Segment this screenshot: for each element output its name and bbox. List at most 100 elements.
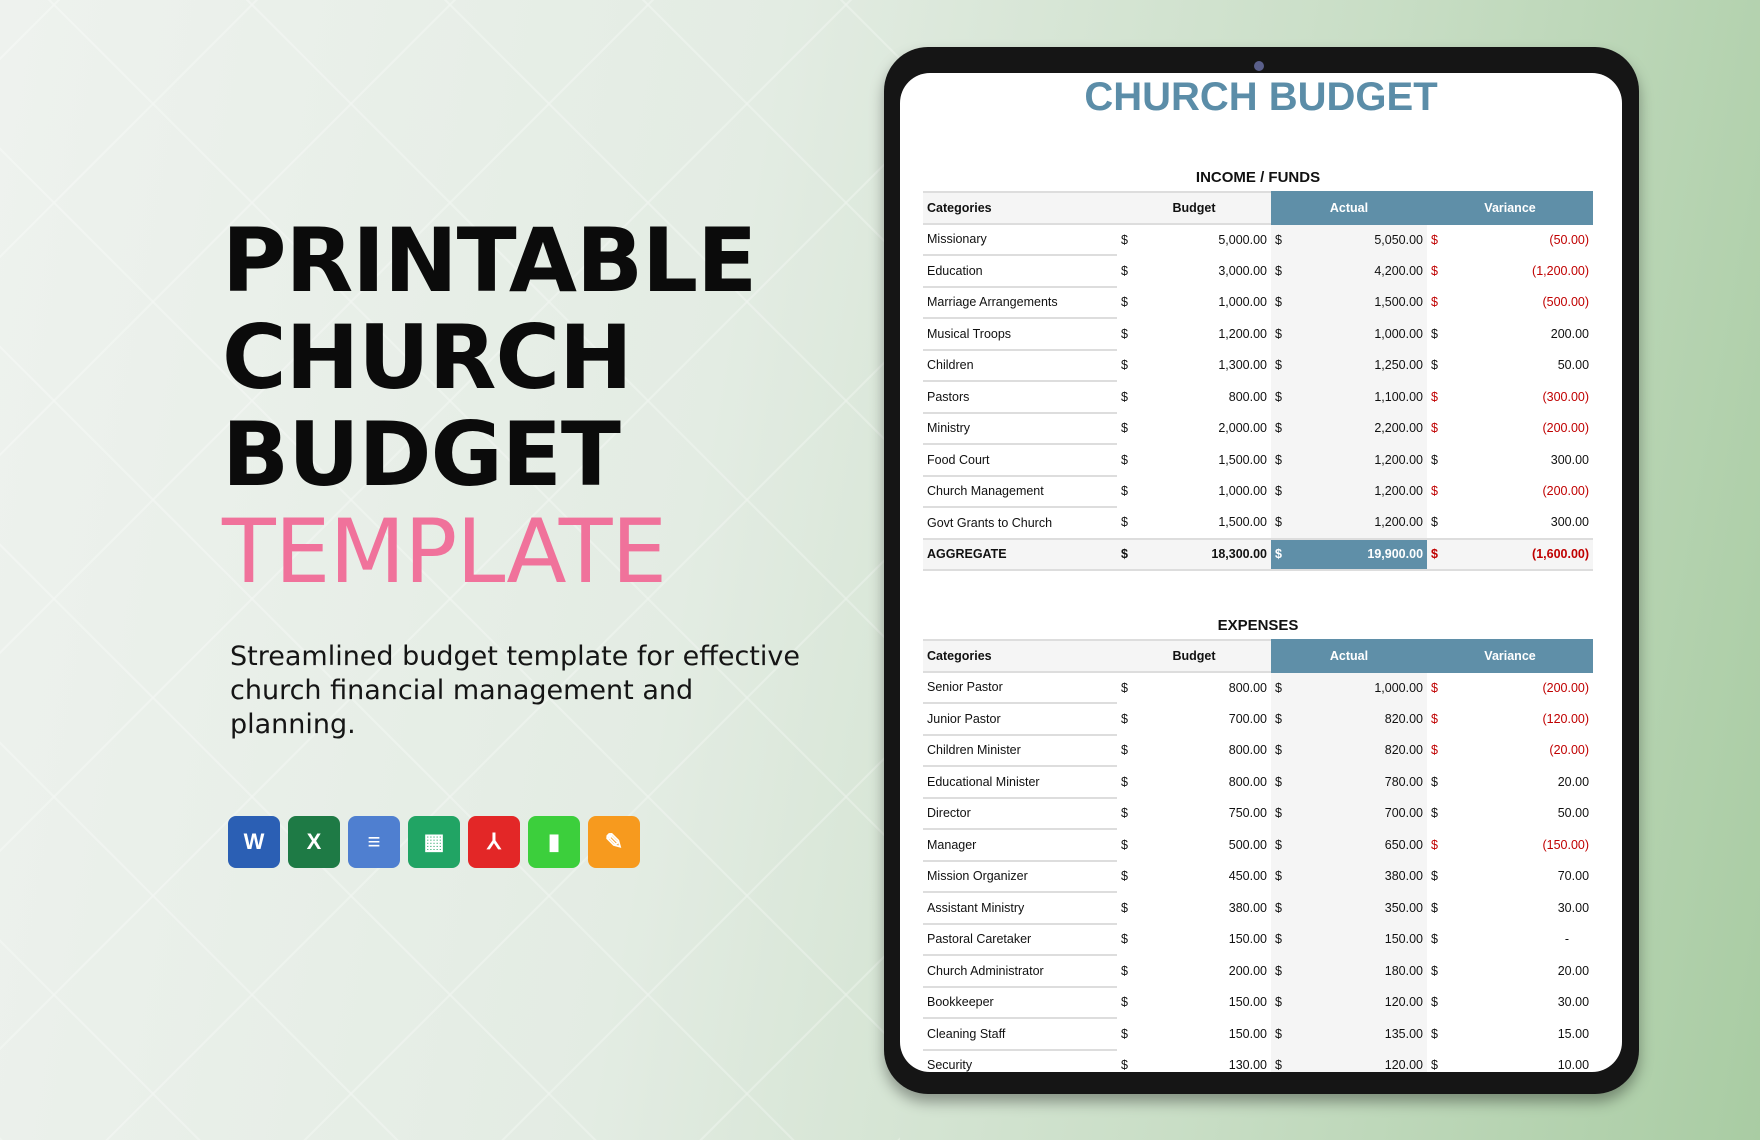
table-row: Musical Troops $ 1,200.00 $ 1,000.00 $ 2… <box>923 318 1593 351</box>
variance-cell: (500.00) <box>1542 295 1590 310</box>
currency-symbol: $ <box>1271 955 1289 987</box>
income-title: INCOME / FUNDS <box>1195 169 1321 186</box>
col-actual: Actual <box>1271 639 1428 673</box>
budget-cell: 1,500.00 <box>1218 452 1267 467</box>
actual-cell: 820.00 <box>1289 703 1428 735</box>
category-cell: Church Administrator <box>923 955 1117 988</box>
category-cell: AGGREGATE <box>923 537 1117 571</box>
income-table: Categories Budget Actual Variance Missionar… <box>923 191 1594 571</box>
category-cell: Govt Grants to Church <box>923 507 1117 540</box>
actual-cell: 1,000.00 <box>1289 318 1428 350</box>
currency-symbol: $ <box>1121 484 1128 499</box>
budget-cell: 1,500.00 <box>1218 515 1267 530</box>
category-cell: Church Management <box>923 475 1117 508</box>
category-cell: Director <box>923 797 1117 830</box>
budget-cell: 800.00 <box>1228 680 1267 695</box>
budget-cell: 1,000.00 <box>1218 484 1267 499</box>
expenses-table: Categories Budget Actual Variance Senior Pa… <box>923 639 1594 1072</box>
category-cell: Children <box>923 349 1117 382</box>
variance-cell: 15.00 <box>1557 1026 1590 1041</box>
currency-symbol: $ <box>1121 1058 1128 1072</box>
variance-cell: 30.00 <box>1557 900 1590 915</box>
currency-symbol: $ <box>1431 680 1438 695</box>
currency-symbol: $ <box>1121 326 1128 341</box>
expenses-section: EXPENSES Categories Budget Actual Variance … <box>923 613 1594 1072</box>
format-icons: W X ≡ ▦ ⅄ ▮ ✎ <box>228 816 640 868</box>
excel-icon: X <box>288 816 340 868</box>
category-cell: Educational Minister <box>923 766 1117 799</box>
google-docs-icon: ≡ <box>348 816 400 868</box>
category-cell: Senior Pastor <box>923 671 1117 704</box>
category-cell: Security <box>923 1049 1117 1072</box>
currency-symbol: $ <box>1121 358 1128 373</box>
budget-cell: 700.00 <box>1228 711 1267 726</box>
category-cell: Musical Troops <box>923 318 1117 351</box>
currency-symbol: $ <box>1271 923 1289 955</box>
actual-cell: 150.00 <box>1289 923 1428 955</box>
currency-symbol: $ <box>1271 223 1289 255</box>
table-row: Mission Organizer $ 450.00 $ 380.00 $ 70… <box>923 860 1593 893</box>
budget-cell: 500.00 <box>1228 837 1267 852</box>
actual-cell: 5,050.00 <box>1289 223 1428 255</box>
actual-cell: 1,200.00 <box>1289 475 1428 507</box>
currency-symbol: $ <box>1271 286 1289 318</box>
category-cell: Education <box>923 255 1117 288</box>
currency-symbol: $ <box>1271 444 1289 476</box>
category-cell: Manager <box>923 829 1117 862</box>
currency-symbol: $ <box>1431 232 1438 247</box>
headline-accent: TEMPLATE <box>222 500 667 603</box>
budget-cell: 450.00 <box>1228 869 1267 884</box>
currency-symbol: $ <box>1431 869 1438 884</box>
aggregate-row: AGGREGATE $ 18,300.00 $ 19,900.00 $ (1,6… <box>923 537 1594 571</box>
budget-cell: 150.00 <box>1228 995 1267 1010</box>
actual-cell: 120.00 <box>1289 1049 1428 1072</box>
table-row: Missionary $ 5,000.00 $ 5,050.00 $ (50.0… <box>923 223 1593 256</box>
word-icon: W <box>228 816 280 868</box>
actual-cell: 1,250.00 <box>1289 349 1428 381</box>
variance-cell: 50.00 <box>1557 806 1590 821</box>
category-cell: Junior Pastor <box>923 703 1117 736</box>
variance-cell: 300.00 <box>1550 452 1590 467</box>
currency-symbol: $ <box>1121 680 1128 695</box>
currency-symbol: $ <box>1431 806 1438 821</box>
currency-symbol: $ <box>1431 358 1438 373</box>
tablet-screen: CHURCH BUDGET INCOME / FUNDS Categories B… <box>900 73 1622 1072</box>
budget-cell: 18,300.00 <box>1135 537 1271 571</box>
budget-cell: 200.00 <box>1228 963 1267 978</box>
category-cell: Marriage Arrangements <box>923 286 1117 319</box>
header-row: Categories Budget Actual Variance <box>923 191 1594 225</box>
currency-symbol: $ <box>1271 797 1289 829</box>
currency-symbol: $ <box>1271 412 1289 444</box>
budget-cell: 3,000.00 <box>1218 263 1267 278</box>
col-actual: Actual <box>1271 191 1428 225</box>
income-section: INCOME / FUNDS Categories Budget Actual Var… <box>923 165 1594 571</box>
variance-cell: (1,200.00) <box>1532 263 1590 278</box>
currency-symbol: $ <box>1271 1018 1289 1050</box>
budget-cell: 380.00 <box>1228 900 1267 915</box>
expenses-title: EXPENSES <box>1217 617 1299 634</box>
currency-symbol: $ <box>1121 900 1128 915</box>
currency-symbol: $ <box>1121 232 1128 247</box>
currency-symbol: $ <box>1431 963 1438 978</box>
currency-symbol: $ <box>1121 452 1128 467</box>
actual-cell: 350.00 <box>1289 892 1428 924</box>
variance-cell: (200.00) <box>1542 484 1590 499</box>
currency-symbol: $ <box>1271 860 1289 892</box>
table-row: Bookkeeper $ 150.00 $ 120.00 $ 30.00 <box>923 986 1593 1019</box>
col-budget: Budget <box>1117 191 1271 225</box>
budget-cell: 2,000.00 <box>1218 421 1267 436</box>
currency-symbol: $ <box>1271 892 1289 924</box>
table-row: Security $ 130.00 $ 120.00 $ 10.00 <box>923 1049 1593 1072</box>
variance-cell: 20.00 <box>1557 774 1590 789</box>
headline-line: BUDGET <box>222 403 621 506</box>
budget-cell: 150.00 <box>1228 932 1267 947</box>
headline-line: CHURCH <box>222 306 633 409</box>
currency-symbol: $ <box>1271 671 1289 703</box>
variance-cell: (120.00) <box>1542 711 1590 726</box>
google-sheets-icon: ▦ <box>408 816 460 868</box>
table-row: Senior Pastor $ 800.00 $ 1,000.00 $ (200… <box>923 671 1593 704</box>
subtitle: Streamlined budget template for effectiv… <box>230 641 800 740</box>
actual-cell: 1,200.00 <box>1289 444 1428 476</box>
currency-symbol: $ <box>1121 1026 1128 1041</box>
variance-cell: (1,600.00) <box>1445 537 1594 571</box>
